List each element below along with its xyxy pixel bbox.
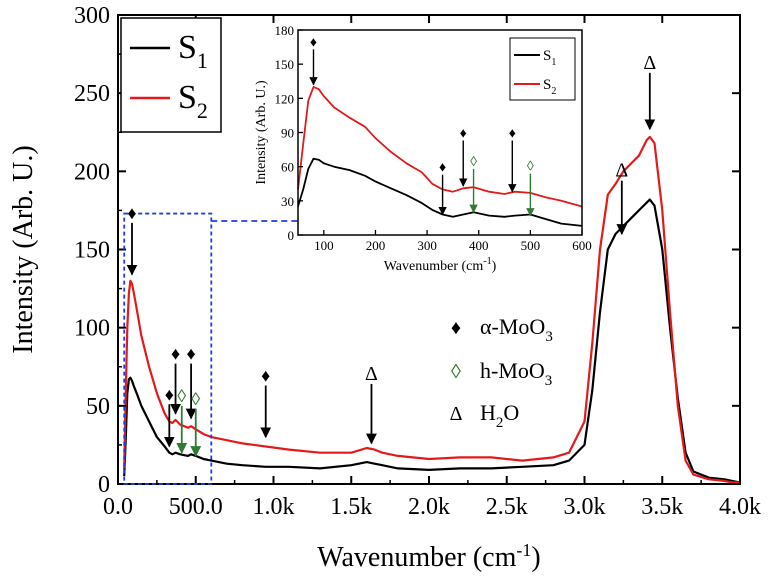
inset-x-tick-label: 100 <box>314 238 334 253</box>
x-tick-label: 0.0 <box>103 494 133 520</box>
inset-legend-label-sub: 1 <box>551 57 556 68</box>
marker-legend-label-tail: O <box>503 400 519 425</box>
y-tick-label: 150 <box>74 238 110 264</box>
inset-plot: 100 200 300 400 500 600 0 30 60 90 120 150 180 Wavenu… <box>254 23 592 274</box>
inset-y-tick-label: 0 <box>288 228 295 243</box>
marker-legend-symbol: ◊ <box>451 361 461 383</box>
inset-x-axis-title-sup: -1 <box>483 256 491 267</box>
x-tick-label: 3.0k <box>564 494 606 520</box>
inset-y-tick-label: 150 <box>275 57 295 72</box>
inset-x-tick-label: 600 <box>572 238 592 253</box>
marker-legend-label: h-MoO3 <box>480 358 552 389</box>
marker-legend-label-sub: 2 <box>496 415 504 431</box>
x-tick-label: 1.5k <box>330 494 372 520</box>
series-line-s2 <box>123 135 740 484</box>
y-axis-title: Intensity (Arb. U.) <box>8 145 39 353</box>
legend-box <box>120 17 222 133</box>
inset-x-axis-title: Wavenumber (cm-1) <box>384 256 497 274</box>
inset-peak-marker-symbol: ♦ <box>509 126 516 141</box>
legend-label-sub: 2 <box>197 98 208 123</box>
peak-marker-symbol: ♦ <box>171 344 180 364</box>
inset-series-line-s1 <box>297 157 583 227</box>
peak-marker-symbol: Δ <box>615 160 628 182</box>
zoom-region-box <box>123 212 213 485</box>
inset-y-tick-label: 60 <box>281 160 294 175</box>
marker-legend-label-sub: 3 <box>545 373 553 389</box>
marker-legend-label-text: α-MoO <box>480 314 545 339</box>
main-plot: 0.0 500.0 1.0k 1.5k 2.0k 2.5k 3.0k 3.5k 4.0k 0 50 1… <box>8 3 761 573</box>
legend-label-1: S1 <box>178 29 208 73</box>
marker-legend-label-sub: 3 <box>545 329 553 345</box>
y-tick-label: 200 <box>74 159 110 185</box>
x-tick-label: 500.0 <box>169 494 223 520</box>
x-axis-title-sup: -1 <box>516 540 531 560</box>
legend-label-sub: 1 <box>197 48 208 73</box>
x-tick-label: 2.5k <box>486 494 528 520</box>
x-axis-title-text: Wavenumber (cm <box>317 542 516 573</box>
inset-y-tick-label: 90 <box>281 126 294 141</box>
marker-legend-symbol: Δ <box>450 403 463 425</box>
inset-legend-label-2: S2 <box>543 77 556 97</box>
inset-legend-label-sub: 2 <box>551 86 556 97</box>
inset-y-tick-label: 180 <box>275 23 295 38</box>
y-tick-label: 50 <box>86 394 110 420</box>
inset-x-tick-label: 500 <box>521 238 541 253</box>
y-tick-label: 0 <box>98 472 110 498</box>
inset-x-tick-label: 200 <box>366 238 386 253</box>
peak-marker-symbol: ♦ <box>165 384 174 404</box>
x-tick-label: 4.0k <box>719 494 761 520</box>
marker-legend-label: α-MoO3 <box>480 314 553 345</box>
inset-x-tick-label: 400 <box>469 238 489 253</box>
inset-y-tick-label: 120 <box>275 91 295 106</box>
peak-marker-symbol: ♦ <box>186 344 195 364</box>
x-tick-label: 3.5k <box>641 494 683 520</box>
y-tick-label: 300 <box>74 3 110 29</box>
peak-marker-symbol: Δ <box>365 363 378 385</box>
inset-peak-marker-symbol: ◊ <box>527 160 534 175</box>
inset-x-tick-label: 300 <box>417 238 437 253</box>
x-axis-title-close: ) <box>531 542 540 573</box>
peak-marker-symbol: ◊ <box>191 389 200 409</box>
legend-label-2: S2 <box>178 79 208 123</box>
marker-legend-symbol: ♦ <box>451 317 461 339</box>
inset-peak-marker-symbol: ◊ <box>470 155 477 170</box>
inset-x-axis-title-text: Wavenumber (cm <box>384 259 484 274</box>
inset-peak-marker-symbol: ♦ <box>460 126 467 141</box>
x-tick-label: 1.0k <box>253 494 295 520</box>
x-tick-label: 2.0k <box>408 494 450 520</box>
legend-label-base: S <box>178 29 197 66</box>
y-tick-label: 250 <box>74 81 110 107</box>
marker-legend-label-text: h-MoO <box>480 358 545 383</box>
series-line-s1 <box>123 198 741 484</box>
inset-peak-marker-symbol: ♦ <box>310 35 317 50</box>
marker-legend-label: H2O <box>480 400 519 431</box>
inset-legend-label-base: S <box>543 77 551 93</box>
peak-marker-symbol: ◊ <box>177 386 186 406</box>
peak-marker-symbol: ♦ <box>127 203 136 223</box>
y-tick-label: 100 <box>74 316 110 342</box>
peak-marker-symbol: ♦ <box>261 366 270 386</box>
x-axis-title: Wavenumber (cm-1) <box>317 540 540 573</box>
inset-x-axis-title-close: ) <box>492 259 497 274</box>
inset-peak-marker-symbol: ♦ <box>439 161 446 176</box>
marker-legend-label-text: H <box>480 400 496 425</box>
inset-y-axis-title: Intensity (Arb. U.) <box>254 80 269 185</box>
legend-label-base: S <box>178 79 197 116</box>
inset-legend-box <box>509 37 576 101</box>
inset-y-tick-label: 30 <box>281 194 294 209</box>
inset-legend-label-base: S <box>543 48 551 64</box>
inset-legend-label-1: S1 <box>543 48 556 68</box>
peak-marker-symbol: Δ <box>643 52 656 74</box>
